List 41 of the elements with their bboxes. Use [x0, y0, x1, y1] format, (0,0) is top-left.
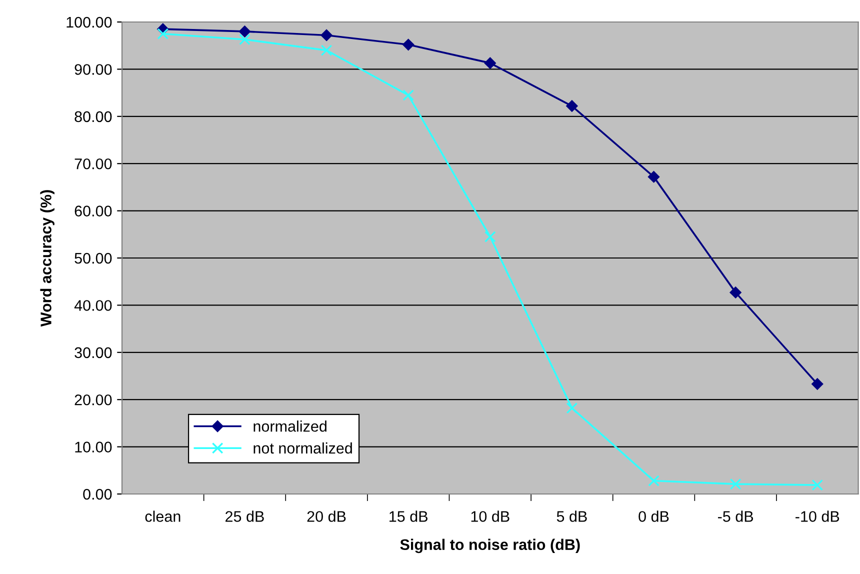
point — [320, 44, 332, 56]
y-tick-label: 30.00 — [74, 347, 112, 358]
point — [566, 402, 578, 414]
point — [484, 57, 496, 69]
legend-label: normalized — [254, 420, 326, 432]
x-tick-label: 0 dB — [638, 510, 669, 522]
x-tick-label: 20 dB — [307, 510, 346, 522]
point — [730, 478, 742, 490]
y-tick-label: 70.00 — [74, 158, 112, 170]
y-tick-label: 50.00 — [74, 252, 112, 264]
point — [648, 171, 660, 183]
y-axis-title: Word accuracy (%) — [40, 190, 54, 327]
x-tick-label: clean — [145, 510, 180, 522]
x-tick-label: 10 dB — [471, 510, 510, 522]
x-tick-label: 15 dB — [390, 510, 428, 522]
y-tick-label: 80.00 — [74, 111, 112, 122]
point — [566, 100, 578, 112]
y-tick-label: 60.00 — [74, 206, 112, 216]
point — [239, 34, 250, 46]
y-tick-label: 10.00 — [75, 442, 112, 452]
y-tick-label: 20.00 — [74, 394, 112, 406]
point — [648, 475, 660, 486]
point — [730, 286, 742, 298]
point — [812, 378, 824, 390]
legend-label: not normalized — [254, 442, 352, 454]
x-tick-label: 25 dB — [226, 510, 264, 522]
point — [402, 38, 414, 50]
point — [484, 231, 496, 242]
x-tick-label: 5 dB — [556, 510, 587, 522]
y-tick-label: 0.00 — [83, 488, 112, 500]
point — [402, 89, 414, 101]
point — [320, 29, 332, 41]
point — [157, 28, 169, 40]
y-tick-label: 40.00 — [74, 300, 112, 311]
x-axis-title: Signal to noise ratio (dB) — [400, 538, 580, 554]
x-tick-label: -10 dB — [796, 510, 840, 522]
y-tick-label: 90.00 — [74, 64, 112, 75]
x-tick-label: -5 dB — [718, 510, 754, 522]
y-tick-label: 100.00 — [66, 16, 112, 28]
point — [812, 479, 824, 491]
point — [238, 26, 250, 38]
